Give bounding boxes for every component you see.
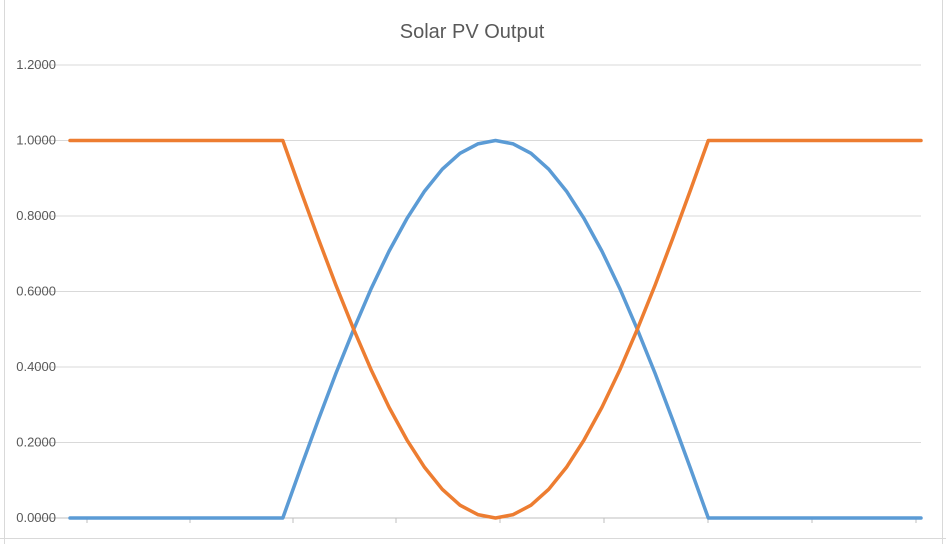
chart-title: Solar PV Output bbox=[400, 21, 545, 43]
series-lines[interactable] bbox=[68, 138, 923, 520]
gridlines bbox=[34, 64, 921, 519]
y-tick-label: 0.4000 bbox=[16, 359, 56, 374]
x-axis-ticks bbox=[86, 518, 917, 523]
series-line-2[interactable] bbox=[68, 138, 923, 520]
sheet-edge-left bbox=[0, 0, 5, 544]
y-tick-label: 0.6000 bbox=[16, 284, 56, 299]
y-tick-label: 1.0000 bbox=[16, 133, 56, 148]
y-tick-label: 0.2000 bbox=[16, 435, 56, 450]
y-tick-label: 1.2000 bbox=[16, 57, 56, 72]
sheet-edge-bottom bbox=[0, 538, 946, 545]
y-tick-label: 0.8000 bbox=[16, 208, 56, 223]
series-line-1[interactable] bbox=[68, 138, 923, 520]
y-tick-label: 0.0000 bbox=[16, 510, 56, 525]
y-axis-tick-labels: 0.0000 0.2000 0.4000 0.6000 0.8000 1.0000 1.20… bbox=[16, 57, 56, 525]
sheet-edge-right bbox=[942, 0, 946, 544]
